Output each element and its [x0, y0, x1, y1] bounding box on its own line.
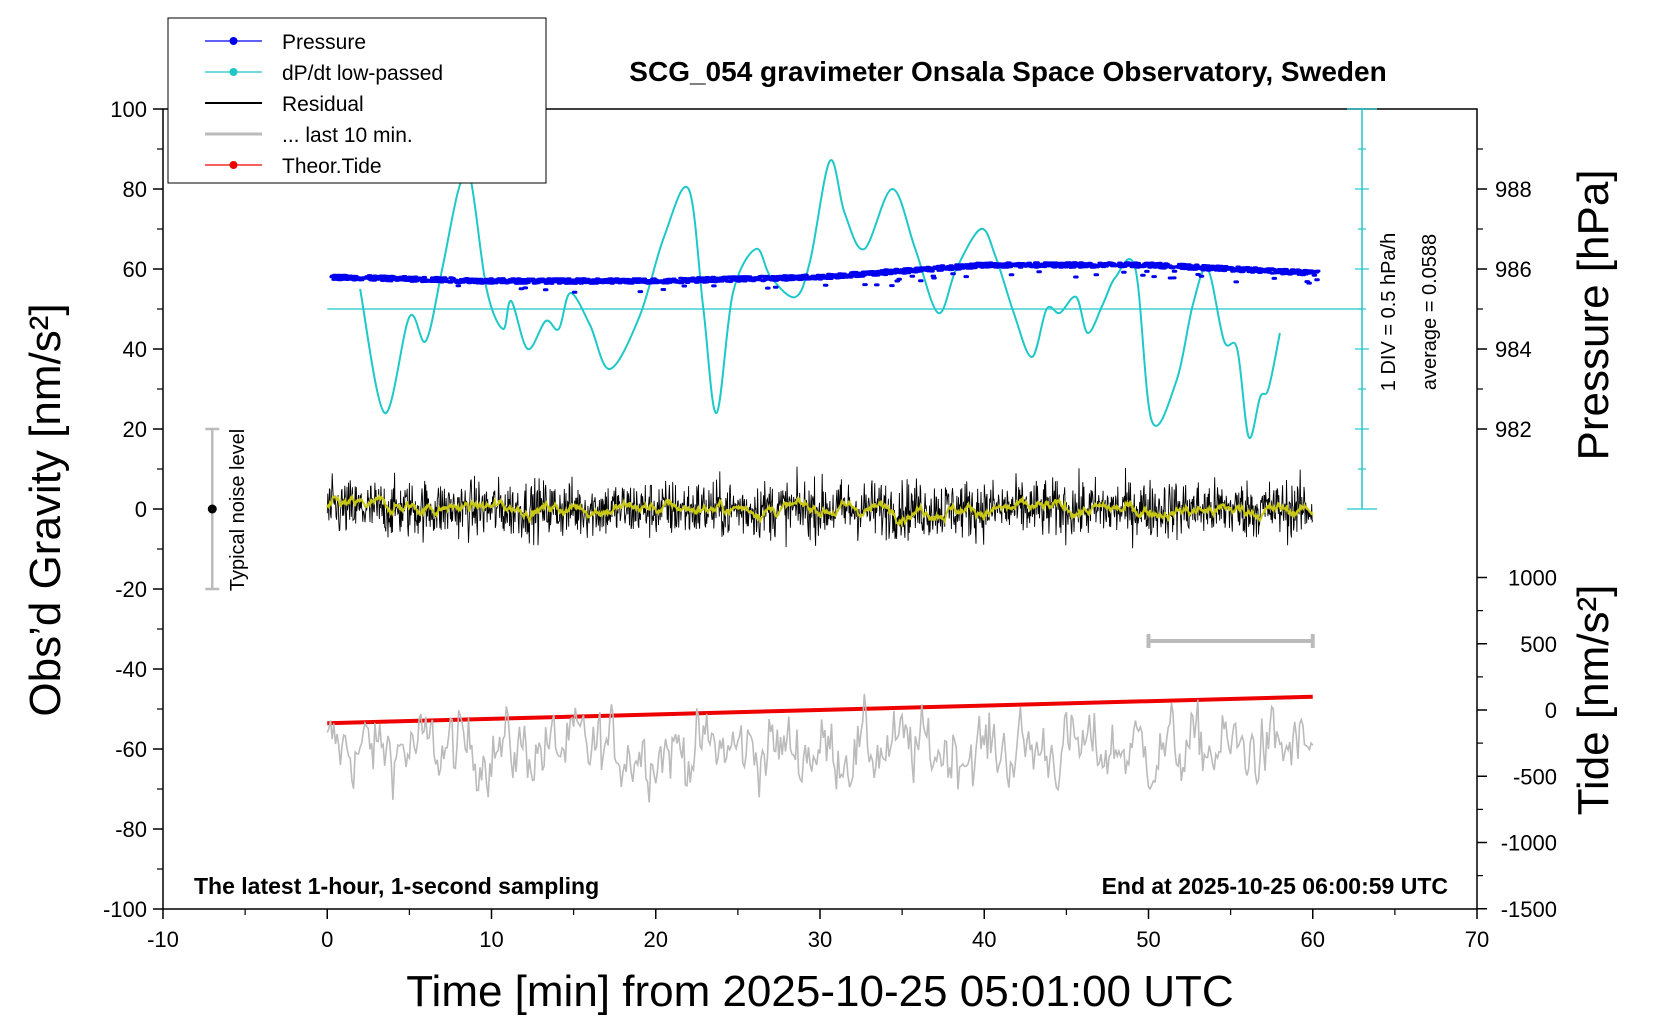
y-tick-label: 20 [123, 417, 147, 442]
tide-tick-label: 0 [1545, 698, 1557, 723]
y-tick-label: -60 [115, 737, 147, 762]
pressure-tick-label: 986 [1495, 257, 1532, 282]
residual-series [326, 466, 1314, 549]
pressure-tick-label: 988 [1495, 177, 1532, 202]
last-10-min-path [326, 693, 1314, 803]
legend-marker [229, 37, 238, 45]
legend-label: ... last 10 min. [282, 124, 413, 147]
y-tick-label: 40 [123, 337, 147, 362]
theor-tide-series [327, 694, 1313, 726]
x-tick-label: 70 [1465, 927, 1489, 952]
x-tick-label: 20 [644, 927, 668, 952]
div-label: 1 DIV = 0.5 hPa/h [1378, 233, 1400, 391]
legend: Pressure dP/dt low-passed Residual ... last… [167, 17, 547, 184]
pressure-tick-label: 982 [1495, 417, 1532, 442]
x-tick-label: 10 [479, 927, 503, 952]
legend-label: Pressure [282, 31, 366, 54]
x-tick-label: 40 [972, 927, 996, 952]
x-tick-label: 50 [1136, 927, 1160, 952]
legend-label: dP/dt low-passed [282, 62, 443, 85]
average-label: average = 0.0588 [1419, 234, 1441, 390]
tide-tick-label: 1000 [1508, 566, 1557, 591]
legend-label: Residual [282, 93, 364, 116]
x-axis-ticks: -10 0 10 20 30 40 50 60 70 [147, 909, 1489, 952]
legend-marker [229, 161, 238, 169]
tide-tick-label: 500 [1520, 632, 1557, 657]
x-axis-title: Time [min] from 2025-10-25 05:01:00 UTC [406, 967, 1233, 1016]
pressure-axis-ticks: 988 986 984 982 [1477, 148, 1532, 442]
y-tick-label: -80 [115, 817, 147, 842]
last-10-min-bar [1146, 634, 1315, 648]
y-axis-title-pressure: Pressure [hPa] [1569, 169, 1618, 460]
dpdt-series [359, 159, 1281, 439]
pressure-dots [329, 261, 1321, 294]
y-tick-label: 80 [123, 177, 147, 202]
x-tick-label: -10 [147, 927, 179, 952]
y-tick-label: 100 [110, 97, 147, 122]
x-tick-label: 30 [808, 927, 832, 952]
y-axis-title-tide: Tide [nm/s²] [1569, 585, 1618, 816]
pressure-tick-label: 984 [1495, 337, 1532, 362]
y-tick-label: -40 [115, 657, 147, 682]
y-tick-label: -20 [115, 577, 147, 602]
dpdt-path [359, 159, 1281, 439]
legend-label: Theor.Tide [282, 155, 382, 178]
residual-path [326, 466, 1314, 549]
tide-tick-label: -1500 [1501, 897, 1557, 922]
noise-level-bar [205, 427, 220, 591]
tide-line [327, 694, 1313, 726]
tide-tick-label: -1000 [1501, 831, 1557, 856]
y-axis-title-left: Obs’d Gravity [nm/s²] [21, 303, 70, 716]
chart-title: SCG_054 gravimeter Onsala Space Observat… [629, 56, 1386, 87]
y-tick-label: 0 [135, 497, 147, 522]
last-10-min-series [326, 693, 1314, 803]
tide-tick-label: -500 [1513, 764, 1557, 789]
pressure-series [329, 261, 1321, 294]
y-axis-ticks-left: 100 80 60 40 20 0 -20 -40 -60 -80 -100 [103, 97, 163, 922]
y-tick-label: 60 [123, 257, 147, 282]
noise-bar-center [207, 504, 217, 514]
y-tick-label: -100 [103, 897, 147, 922]
note-bottom-right: End at 2025-10-25 06:00:59 UTC [1102, 873, 1448, 899]
tide-axis-ticks: 1000 500 0 -500 -1000 -1500 [1477, 566, 1557, 922]
note-bottom-left: The latest 1-hour, 1-second sampling [194, 873, 599, 899]
noise-label: Typical noise level [227, 429, 249, 591]
x-tick-label: 0 [321, 927, 333, 952]
legend-box [167, 17, 547, 184]
residual-smooth-path [326, 493, 1314, 529]
legend-marker [229, 68, 238, 76]
x-tick-label: 60 [1301, 927, 1325, 952]
